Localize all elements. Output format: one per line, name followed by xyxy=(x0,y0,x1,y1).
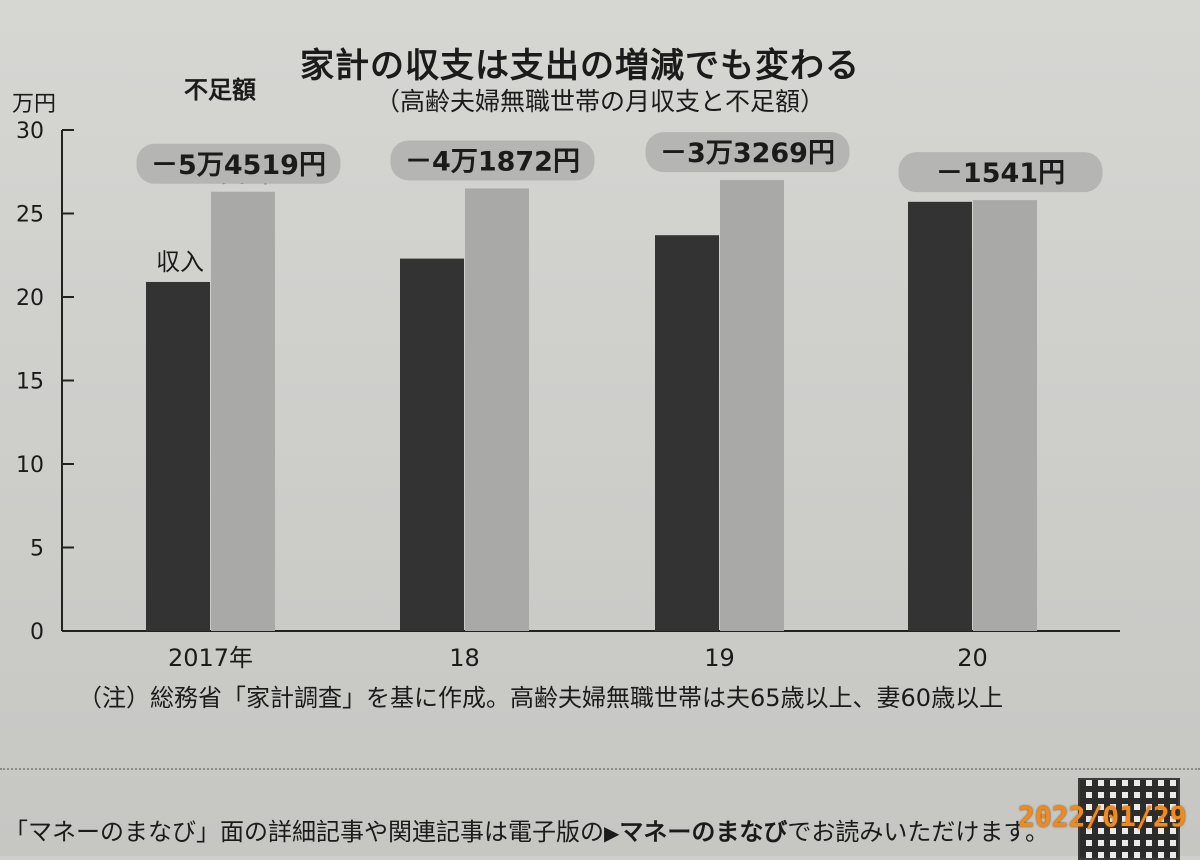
y-tick-label: 0 xyxy=(30,620,44,645)
y-tick-label: 10 xyxy=(16,453,44,478)
bar-income xyxy=(655,235,719,631)
deficit-label: －1541円 xyxy=(936,158,1065,189)
deficit-pill xyxy=(390,140,595,181)
qr-code-icon[interactable] xyxy=(1078,778,1180,860)
play-arrow-icon: ▶ xyxy=(604,821,620,845)
y-tick-label: 5 xyxy=(30,537,44,562)
bar-expense xyxy=(211,191,275,632)
x-tick-label: 20 xyxy=(957,644,988,672)
footer-text-before: 「マネーのまなび」面の詳細記事や関連記事は電子版の xyxy=(4,818,604,846)
footer-notice: 「マネーのまなび」面の詳細記事や関連記事は電子版の▶マネーのまなびでお読みいただ… xyxy=(4,812,1049,847)
deficit-pill xyxy=(136,143,341,184)
bar-income xyxy=(400,258,464,631)
y-tick-label: 20 xyxy=(16,286,44,311)
chart-title: 家計の収支は支出の増減でも変わる xyxy=(300,46,860,86)
footer-text-after: でお読みいただけます。 xyxy=(787,818,1049,846)
series-label-income: 収入 xyxy=(156,248,204,276)
deficit-pill xyxy=(898,152,1103,193)
bar-expense xyxy=(720,180,784,631)
bar-income xyxy=(908,201,972,631)
x-tick-label: 18 xyxy=(449,644,480,672)
photo-date-stamp: 2022/01/29 xyxy=(1018,800,1187,833)
y-tick-label: 25 xyxy=(16,203,44,228)
y-axis-unit-label: 万円 xyxy=(12,92,57,117)
bar-expense xyxy=(973,200,1037,631)
y-tick-label: 30 xyxy=(16,119,44,144)
y-tick-label: 15 xyxy=(16,370,44,395)
deficit-label: －4万1872円 xyxy=(405,146,580,177)
footer-divider xyxy=(0,768,1200,770)
x-tick-label: 19 xyxy=(704,644,735,672)
deficit-label: －5万4519円 xyxy=(151,150,326,181)
x-tick-label: 2017年 xyxy=(168,644,253,672)
deficit-pill xyxy=(645,132,850,173)
source-note: （注）総務省「家計調査」を基に作成。高齢夫婦無職世帯は夫65歳以上、妻60歳以上 xyxy=(78,684,1004,712)
deficit-label: －3万3269円 xyxy=(660,138,835,169)
chart-subtitle: （高齢夫婦無職世帯の月収支と不足額） xyxy=(374,87,825,116)
deficit-title: 不足額 xyxy=(184,76,256,104)
footer-link-text[interactable]: マネーのまなび xyxy=(619,818,788,846)
bar-expense xyxy=(465,188,529,631)
bar-income xyxy=(146,281,210,631)
